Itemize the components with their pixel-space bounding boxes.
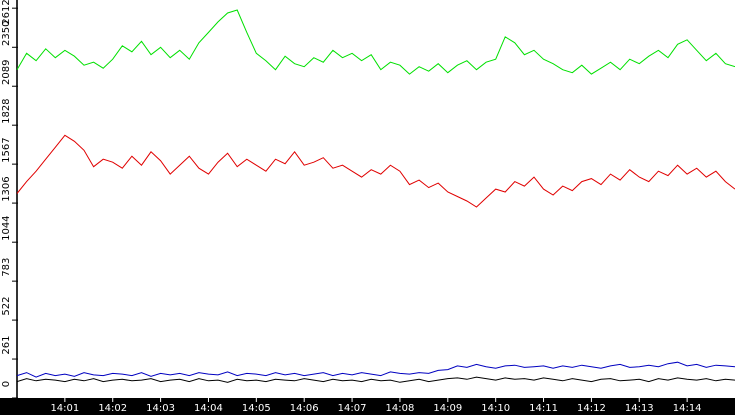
y-tick-label: 261 <box>1 336 12 355</box>
x-tick-label: 14:04 <box>194 403 223 414</box>
x-tick-label: 14:12 <box>577 403 606 414</box>
x-tick-label: 14:13 <box>625 403 654 414</box>
x-axis-bar <box>0 398 735 415</box>
x-tick-label: 14:02 <box>98 403 127 414</box>
x-tick-label: 14:14 <box>673 403 702 414</box>
y-tick-label: 1828 <box>1 98 12 123</box>
x-tick-label: 14:07 <box>338 403 367 414</box>
series-line <box>16 361 735 378</box>
y-tick-label: 2350 <box>1 21 12 46</box>
y-tick-label: 522 <box>1 297 12 316</box>
x-tick-label: 14:09 <box>433 403 462 414</box>
y-tick-label: 1306 <box>1 176 12 201</box>
x-tick-label: 14:01 <box>50 403 79 414</box>
y-tick-label: 0 <box>1 381 12 387</box>
series-line <box>16 9 735 75</box>
x-tick-label: 14:11 <box>529 403 558 414</box>
y-tick-label: 783 <box>1 258 12 277</box>
y-tick-label: 2089 <box>1 60 12 85</box>
y-tick-label: 1567 <box>1 137 12 162</box>
x-tick-label: 14:03 <box>146 403 175 414</box>
y-tick-label: 2612 <box>1 0 12 25</box>
x-tick-label: 14:08 <box>386 403 415 414</box>
y-tick-label: 1044 <box>1 215 12 240</box>
x-tick-label: 14:05 <box>242 403 271 414</box>
series-line <box>16 376 735 383</box>
series-line <box>16 134 735 208</box>
x-tick-label: 14:06 <box>290 403 319 414</box>
x-tick-label: 14:10 <box>481 403 510 414</box>
